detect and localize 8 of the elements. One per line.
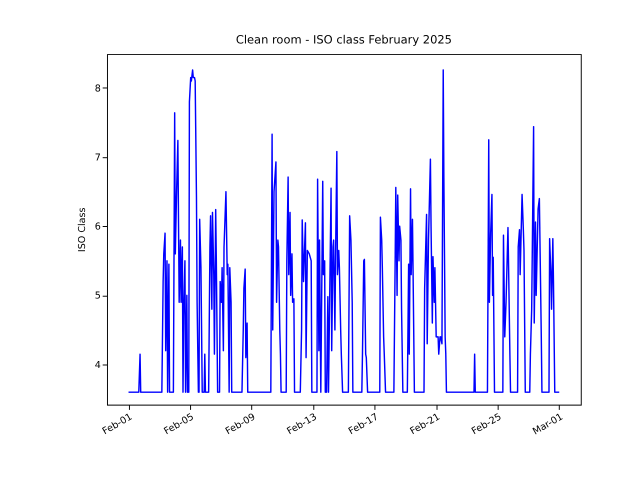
y-tick-label: 6 xyxy=(94,222,101,233)
y-axis-title: ISO Class xyxy=(77,208,88,252)
y-tick-label: 4 xyxy=(94,360,101,371)
line-series xyxy=(128,69,560,393)
y-tick-label: 8 xyxy=(94,83,101,94)
y-tick-label: 7 xyxy=(94,152,101,164)
chart-title: Clean room - ISO class February 2025 xyxy=(236,32,452,47)
y-tick-label: 5 xyxy=(94,290,101,302)
